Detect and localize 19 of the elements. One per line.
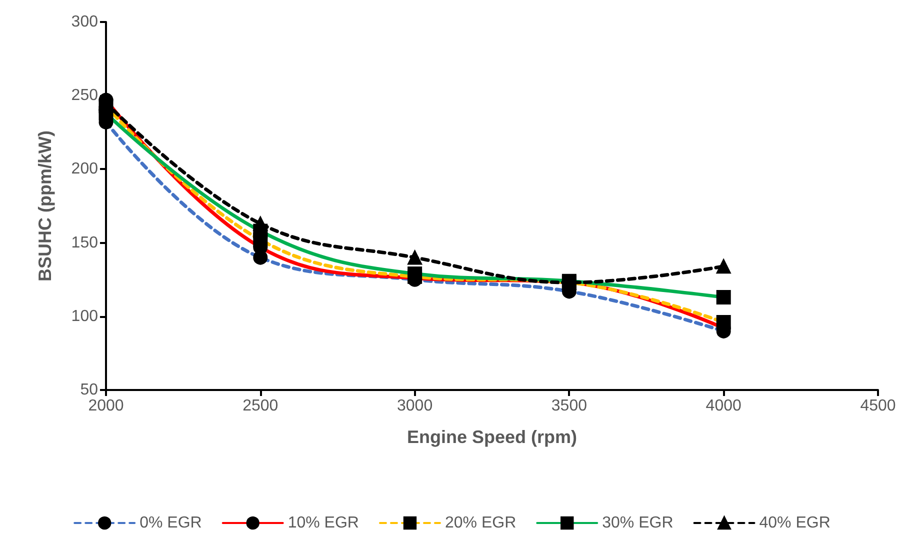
y-tick-label: 300 — [71, 14, 98, 30]
x-tick-label: 4500 — [860, 398, 896, 414]
y-tick-label: 200 — [71, 160, 98, 178]
legend-label: 40% EGR — [759, 514, 830, 532]
y-tick-label: 250 — [71, 87, 98, 104]
x-tick-label: 4000 — [706, 398, 742, 414]
legend-label: 20% EGR — [444, 514, 516, 532]
x-tick-label: 2000 — [88, 398, 124, 414]
legend-label: 0% EGR — [140, 514, 202, 532]
x-axis-title: Engine Speed (rpm) — [406, 427, 578, 447]
y-axis-title: BSUHC (ppm/kW) — [35, 130, 55, 282]
y-tick-label: 100 — [71, 308, 98, 325]
legend-label: 10% EGR — [288, 514, 359, 532]
x-tick-label: 3500 — [551, 398, 588, 414]
x-tick-label: 2500 — [242, 398, 278, 414]
legend-label: 30% EGR — [602, 514, 674, 532]
y-tick-label: 50 — [80, 382, 98, 398]
x-tick-label: 3000 — [397, 398, 433, 414]
y-tick-label: 150 — [71, 234, 98, 252]
